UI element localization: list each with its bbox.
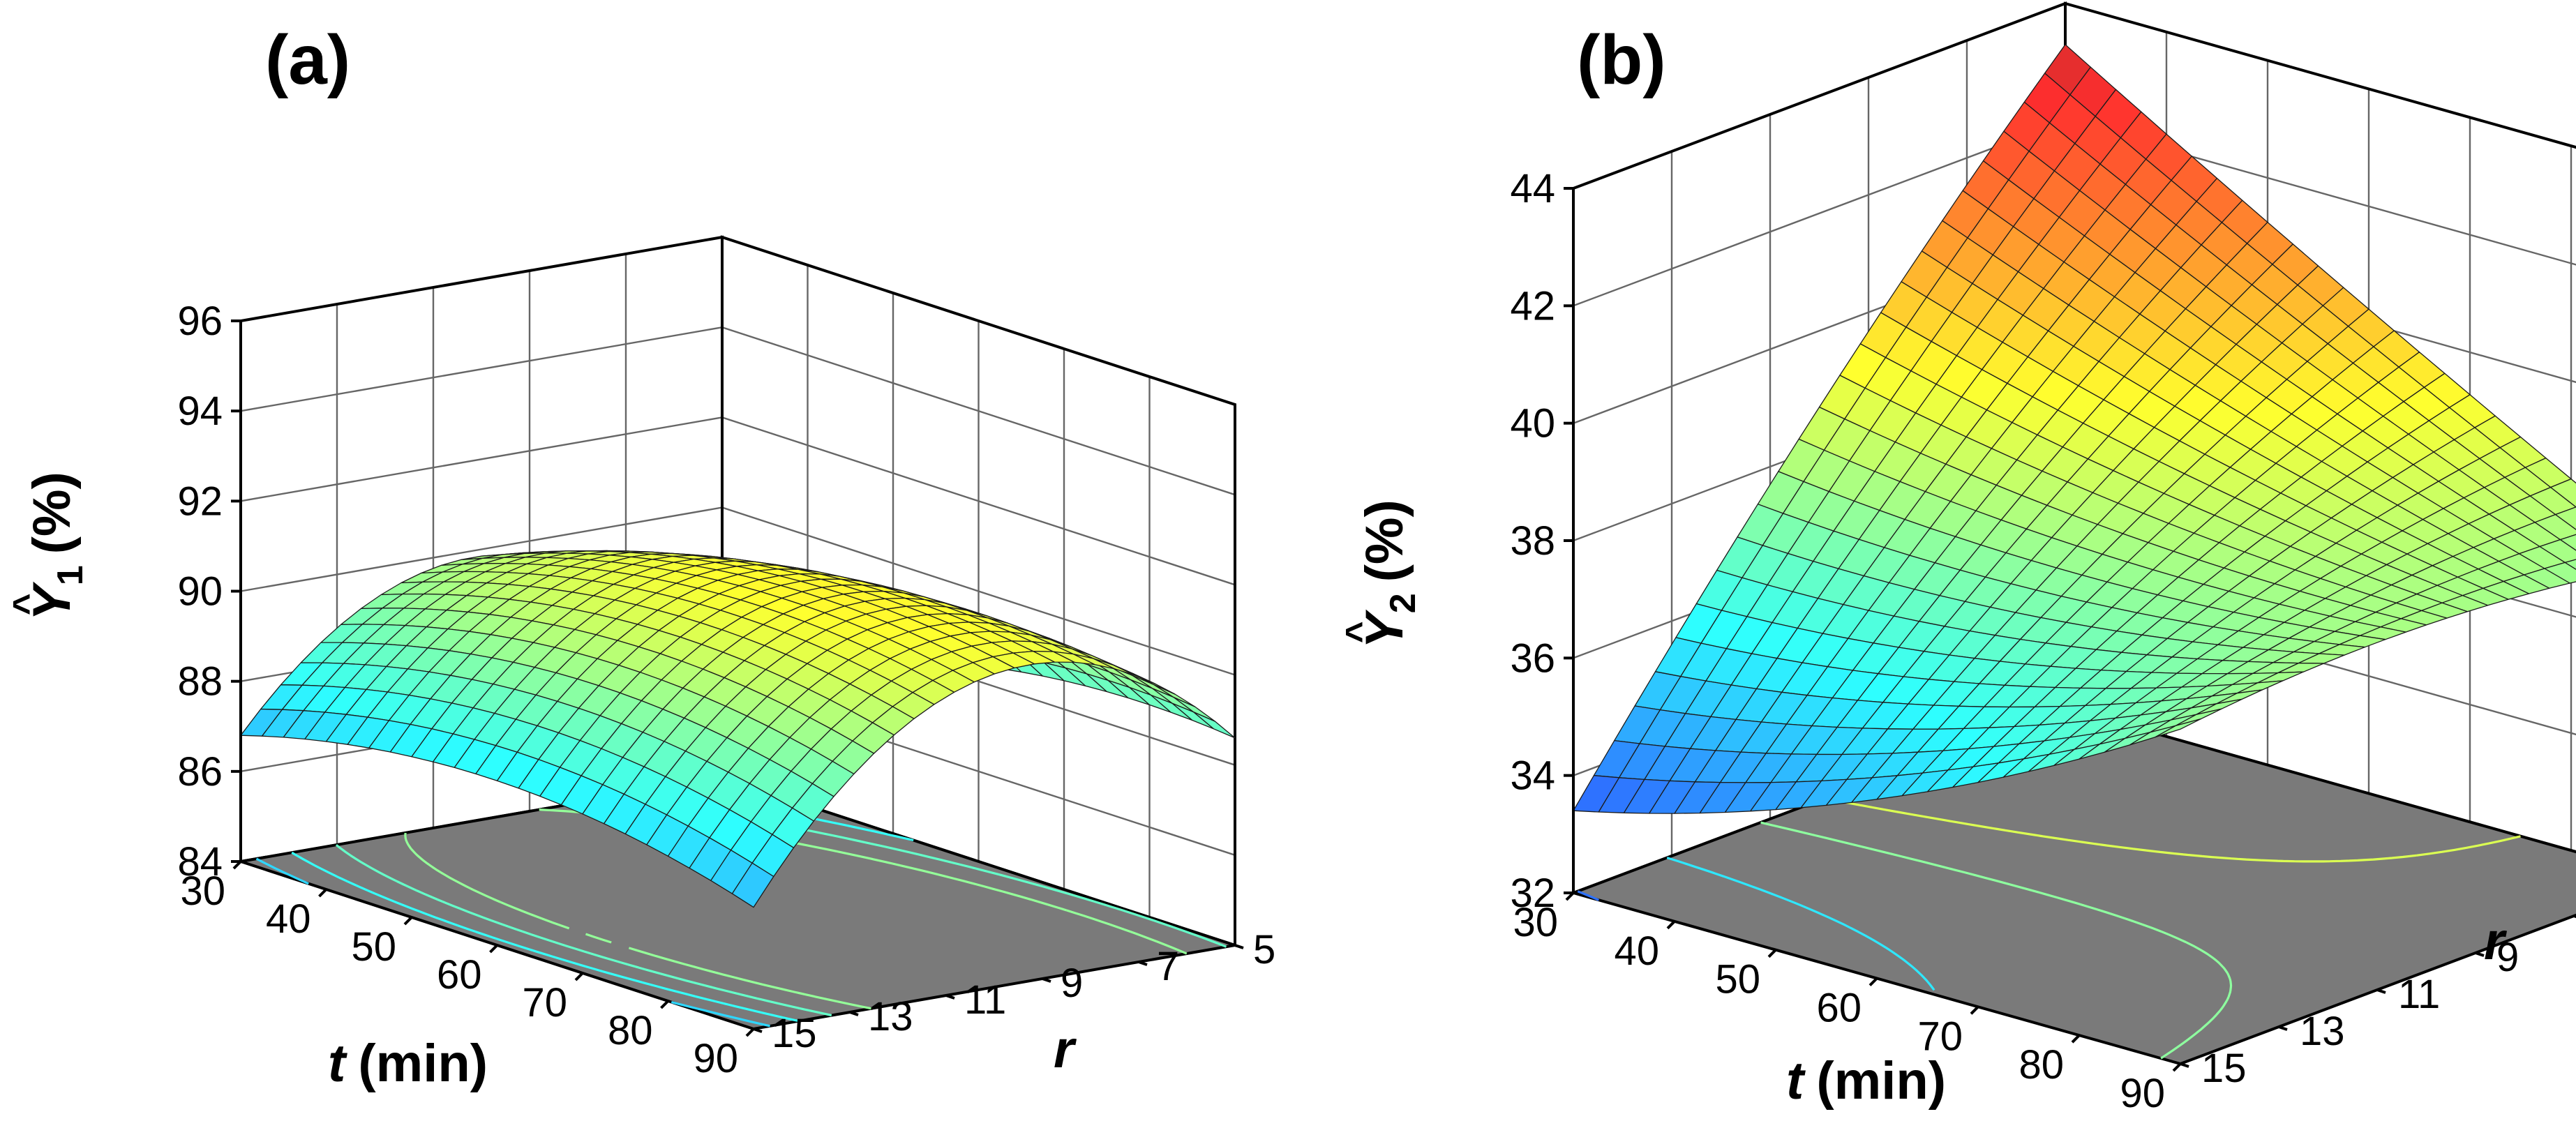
a-t-tick-label: 30: [180, 868, 225, 914]
a-z-tick-label: 94: [177, 389, 223, 434]
b-r-tick: [2475, 951, 2485, 957]
a-r-tick-label: 11: [964, 977, 1006, 1023]
a-r-tick: [1042, 977, 1051, 983]
a-t-tick: [660, 1000, 669, 1009]
panel-a-chart: (a) 84 86 88 90 92 94 96 30 40 50 60 70 80 90 5 7 9 11 13 1…: [6, 21, 1275, 1093]
b-t-tick: [2071, 1034, 2081, 1044]
svg-text:Y2(%): Y2(%): [1355, 499, 1423, 649]
a-r-tick: [1138, 961, 1148, 966]
b-t-tick-label: 30: [1513, 900, 1558, 945]
b-t-tick-label: 70: [1917, 1014, 1963, 1059]
a-z-tick-label: 90: [177, 569, 223, 615]
b-r-tick-label: 13: [2300, 1009, 2345, 1054]
b-floor-contour: [1666, 857, 1935, 991]
b-r-tick-label: 9: [2496, 935, 2519, 980]
b-t-tick-label: 90: [2120, 1071, 2165, 1116]
b-r-tick: [2376, 988, 2386, 994]
b-z-tick-label: 40: [1510, 401, 1555, 446]
b-t-tick: [1869, 977, 1878, 986]
svg-text:^: ^: [1338, 621, 1380, 643]
a-r-tick-label: 5: [1253, 927, 1275, 972]
b-z-tick-label: 38: [1510, 518, 1555, 564]
a-t-tick-label: 50: [351, 924, 396, 970]
b-surface-cell: [2559, 534, 2576, 551]
panel-b-y-axis-title: r: [2484, 912, 2508, 971]
a-r-tick-label: 9: [1061, 961, 1083, 1006]
b-t-tick: [1970, 1005, 1979, 1015]
a-r-tick-label: 13: [868, 994, 913, 1039]
a-r-tick-label: 7: [1157, 944, 1179, 989]
a-r-tick-label: 15: [772, 1011, 817, 1056]
b-z-tick-label: 44: [1510, 166, 1555, 211]
b-floor-contour: [1577, 890, 1600, 901]
a-t-tick: [745, 1028, 755, 1037]
b-surface-cell: [2554, 506, 2576, 530]
panel-a-y-axis-title: r: [1054, 1020, 1077, 1079]
a-z-tick-label: 88: [177, 659, 223, 705]
panel-b-label: (b): [1577, 21, 1666, 99]
a-t-tick-label: 40: [266, 896, 311, 942]
a-t-tick-label: 60: [437, 952, 482, 998]
b-r-tick-label: 11: [2398, 972, 2440, 1017]
a-r-tick: [849, 1011, 859, 1016]
a-t-tick-label: 70: [522, 980, 567, 1025]
b-t-tick: [1767, 949, 1777, 958]
b-t-tick-label: 50: [1715, 957, 1760, 1002]
a-r-tick: [945, 994, 955, 1000]
b-z-tick-label: 36: [1510, 635, 1555, 681]
svg-text:^: ^: [6, 593, 47, 615]
a-r-tick: [1234, 944, 1244, 949]
b-surface-cell: [2155, 718, 2202, 738]
a-t-tick: [232, 860, 242, 870]
svg-text:Y1(%): Y1(%): [22, 472, 91, 621]
panel-b-z-axis-title: Y2(%) ^: [1338, 499, 1423, 649]
b-r-tick: [2278, 1025, 2288, 1031]
b-z-tick-label: 32: [1510, 871, 1555, 916]
b-surface-cell: [2564, 559, 2576, 571]
b-z-tick-label: 34: [1510, 753, 1555, 799]
a-z-tick-label: 96: [177, 299, 223, 344]
b-t-tick-label: 40: [1614, 928, 1659, 974]
panel-b-x-axis-title: t (min): [1786, 1051, 1946, 1111]
a-r-tick: [753, 1028, 763, 1033]
panel-b-chart: (b) 323436384042443040506070809057911131…: [1338, 1, 2576, 1116]
b-t-tick: [1565, 891, 1575, 901]
b-r-tick-label: 15: [2201, 1046, 2247, 1091]
panel-a-z-axis-title: Y1(%) ^: [6, 472, 91, 621]
panel-a-x-axis-title: t (min): [328, 1034, 488, 1093]
b-t-tick: [2172, 1062, 2182, 1072]
b-t-tick: [1666, 920, 1676, 930]
b-r-tick: [2180, 1062, 2189, 1068]
a-t-tick-label: 90: [693, 1036, 738, 1081]
a-t-tick: [318, 888, 327, 898]
b-z-tick-label: 42: [1510, 283, 1555, 329]
b-r-tick: [2573, 915, 2576, 919]
a-surface-cell: [731, 862, 774, 908]
a-t-tick-label: 80: [608, 1008, 653, 1053]
b-t-tick-label: 80: [2019, 1042, 2064, 1088]
a-z-tick-label: 92: [177, 479, 223, 524]
b-floor-contour: [1760, 821, 2233, 1060]
b-t-tick-label: 60: [1816, 986, 1862, 1031]
panel-a-label: (a): [265, 21, 350, 99]
a-t-tick: [574, 972, 584, 981]
a-t-tick: [489, 944, 498, 954]
a-z-tick-label: 86: [177, 749, 223, 795]
a-z-tick-label: 84: [177, 839, 223, 885]
a-t-tick: [403, 916, 413, 926]
